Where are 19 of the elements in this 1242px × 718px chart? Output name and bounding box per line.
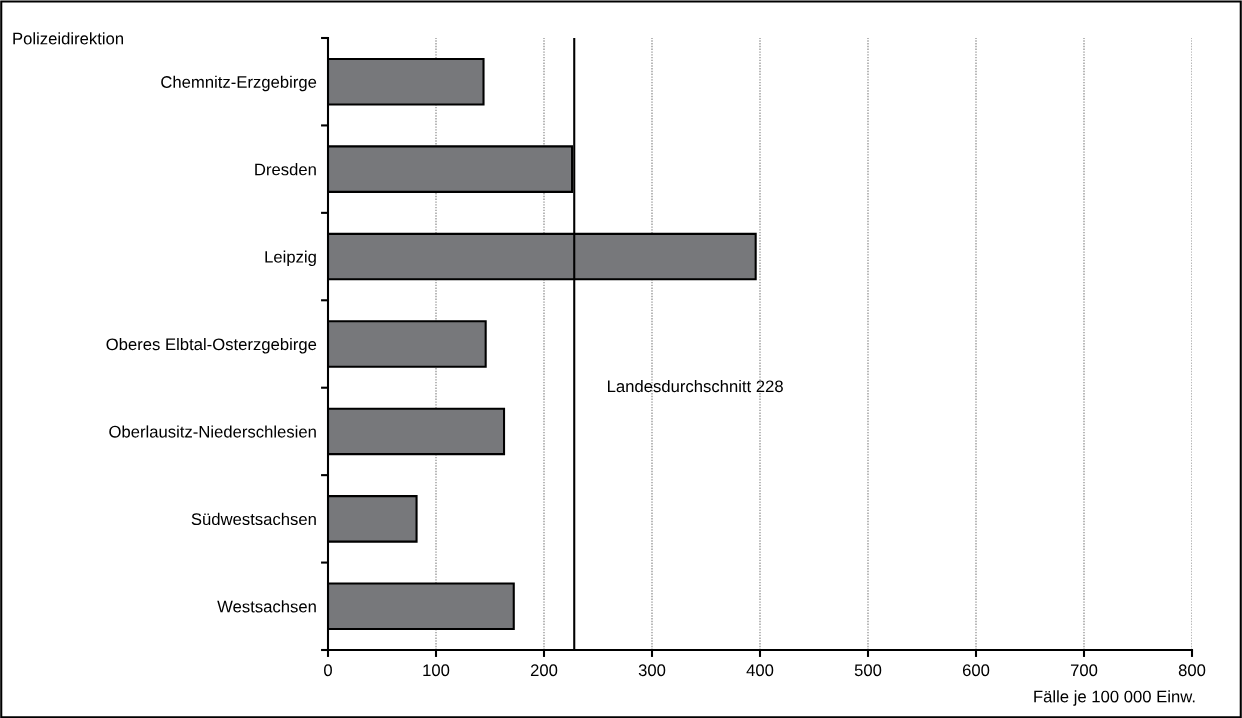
y-tick-label: Oberes Elbtal-Osterzgebirge (106, 337, 317, 354)
x-tick-label: 100 (423, 664, 450, 677)
x-tick-label: 200 (530, 664, 558, 677)
y-tick-label: Westsachsen (217, 600, 316, 613)
x-tick-label: 600 (962, 664, 990, 677)
x-tick-label: 400 (746, 664, 774, 677)
x-tick-label: 500 (854, 664, 882, 677)
x-tick-label: 700 (1070, 664, 1098, 677)
y-tick-label: Leipzig (265, 250, 316, 267)
y-tick-label: Südwestsachsen (191, 512, 316, 526)
y-tick-label: Chemnitz-Erzgebirge (161, 75, 317, 92)
ref-line-label: Landesdurchschnitt 228 (608, 379, 783, 393)
x-tick-label: 0 (324, 664, 332, 677)
x-tick-label: 300 (638, 664, 666, 677)
x-tick-label: 800 (1178, 664, 1206, 677)
y-tick-label: Oberlausitz-Niederschlesien (109, 425, 316, 438)
x-axis-title: Fälle je 100 000 Einw. (1034, 690, 1195, 706)
y-axis-title: Polizeidirektion (13, 32, 124, 45)
y-tick-label: Dresden (255, 163, 316, 176)
